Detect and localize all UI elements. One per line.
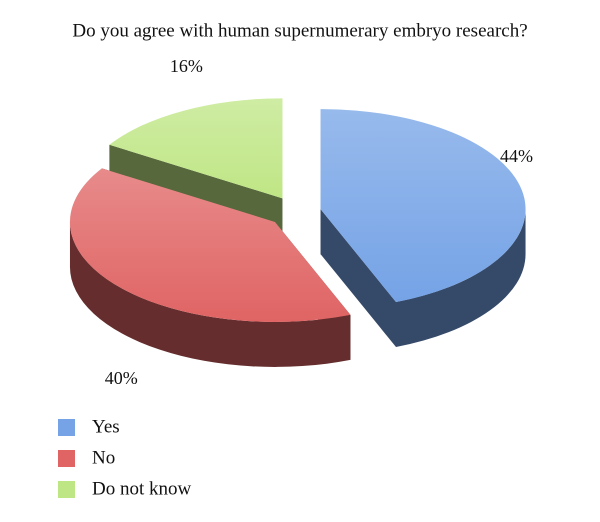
slice-shine: [320, 109, 526, 303]
legend-label: Yes: [92, 416, 120, 437]
slice-shine: [109, 98, 283, 199]
value-labels: 44% 40% 16%: [105, 56, 533, 388]
slice-shine: [69, 168, 351, 322]
legend-label: No: [92, 447, 115, 468]
slice-wall: [396, 209, 526, 348]
legend-label: Do not know: [92, 478, 192, 499]
chart-title: Do you agree with human supernumerary em…: [72, 20, 527, 41]
slice-tops: [69, 98, 526, 322]
slice-side: [320, 209, 397, 348]
legend-swatch: [58, 419, 75, 436]
legend: Yes No Do not know: [58, 416, 192, 499]
slice-wall: [69, 221, 351, 367]
legend-swatch: [58, 481, 75, 498]
value-label: 16%: [170, 56, 203, 76]
value-label: 40%: [105, 368, 138, 388]
value-label: 44%: [500, 146, 533, 166]
legend-swatch: [58, 450, 75, 467]
